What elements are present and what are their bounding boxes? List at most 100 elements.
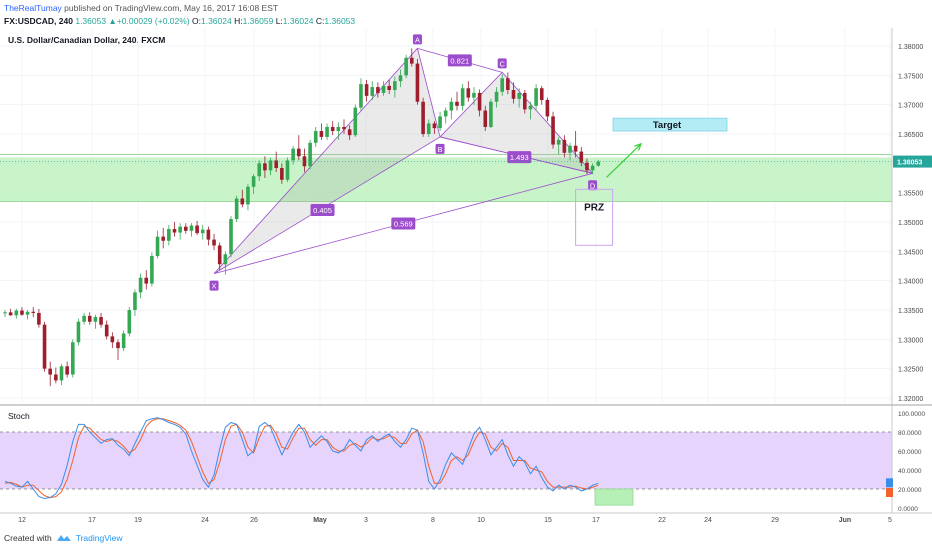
candle-up[interactable] (251, 176, 256, 187)
candle-down[interactable] (240, 198, 245, 205)
candle-up[interactable] (127, 310, 132, 334)
candle-down[interactable] (415, 63, 420, 102)
candle-up[interactable] (133, 292, 137, 310)
candle-down[interactable] (545, 99, 550, 117)
target-box[interactable] (612, 117, 728, 132)
candle-up[interactable] (517, 92, 521, 99)
candle-up[interactable] (121, 333, 126, 349)
candle-down[interactable] (585, 162, 589, 171)
candle-down[interactable] (523, 92, 527, 110)
prz-box[interactable] (575, 188, 614, 246)
candle-up[interactable] (167, 229, 171, 241)
candle-down[interactable] (195, 225, 199, 234)
candle-up[interactable] (257, 163, 262, 177)
main-pane[interactable]: U.S. Dollar/Canadian Dollar, 240, FXCM X… (0, 28, 892, 404)
candle-down[interactable] (302, 156, 307, 167)
candle-down[interactable] (319, 131, 324, 137)
candle-up[interactable] (489, 101, 493, 127)
candle-down[interactable] (364, 84, 369, 96)
candle-up[interactable] (246, 186, 250, 205)
candle-up[interactable] (155, 236, 160, 257)
candle-up[interactable] (393, 81, 397, 90)
candle-down[interactable] (37, 312, 41, 325)
candle-up[interactable] (313, 131, 318, 143)
candle-down[interactable] (104, 324, 109, 337)
candle-up[interactable] (494, 91, 499, 102)
candle-up[interactable] (381, 85, 386, 93)
author-link[interactable]: TheRealTumay (4, 3, 62, 13)
candle-down[interactable] (144, 277, 149, 284)
candle-down[interactable] (330, 126, 335, 132)
candle-down[interactable] (387, 85, 391, 90)
candle-down[interactable] (116, 342, 120, 349)
candle-up[interactable] (223, 254, 228, 265)
candle-up[interactable] (268, 160, 273, 171)
candle-up[interactable] (3, 312, 7, 314)
candle-down[interactable] (297, 148, 301, 157)
candle-down[interactable] (274, 160, 278, 169)
candle-down[interactable] (342, 126, 346, 130)
support-zone[interactable] (0, 157, 892, 202)
candle-down[interactable] (455, 101, 459, 106)
candle-down[interactable] (539, 88, 544, 100)
candle-down[interactable] (206, 229, 211, 240)
candle-up[interactable] (472, 92, 476, 98)
candle-up[interactable] (568, 145, 572, 153)
candle-down[interactable] (573, 145, 578, 152)
candle-up[interactable] (359, 84, 363, 108)
projection-arrow-line[interactable] (606, 143, 642, 178)
candle-up[interactable] (556, 139, 561, 145)
candle-down[interactable] (466, 88, 471, 98)
candle-up[interactable] (285, 160, 290, 180)
candle-down[interactable] (99, 317, 103, 325)
stoch-k-line[interactable] (4, 417, 599, 500)
candle-up[interactable] (291, 148, 295, 161)
candle-up[interactable] (426, 123, 431, 134)
candle-down[interactable] (48, 368, 52, 375)
tradingview-brand[interactable]: TradingView (75, 533, 123, 543)
candle-up[interactable] (308, 142, 312, 167)
candle-down[interactable] (8, 312, 13, 316)
candle-up[interactable] (200, 229, 205, 234)
candle-up[interactable] (590, 165, 595, 171)
candle-up[interactable] (460, 88, 465, 106)
candle-down[interactable] (87, 315, 92, 322)
candle-up[interactable] (59, 366, 64, 381)
candle-down[interactable] (551, 116, 555, 145)
stoch-highlight-box[interactable] (594, 488, 634, 506)
candle-down[interactable] (54, 374, 58, 381)
candle-up[interactable] (138, 277, 143, 293)
candle-up[interactable] (528, 105, 533, 110)
candle-down[interactable] (217, 245, 222, 265)
candle-down[interactable] (184, 226, 188, 231)
candle-up[interactable] (178, 226, 182, 233)
candle-up[interactable] (449, 101, 454, 111)
candle-down[interactable] (280, 168, 284, 180)
candle-up[interactable] (534, 88, 538, 106)
candle-up[interactable] (443, 110, 448, 117)
candle-up[interactable] (370, 87, 375, 96)
candle-down[interactable] (110, 336, 115, 343)
candle-down[interactable] (432, 123, 437, 129)
candle-down[interactable] (20, 310, 24, 315)
candle-down[interactable] (511, 90, 516, 99)
candle-up[interactable] (25, 311, 30, 315)
candle-up[interactable] (229, 219, 233, 255)
price-chart[interactable]: U.S. Dollar/Canadian Dollar, 240, FXCM X… (0, 28, 932, 531)
candle-down[interactable] (172, 229, 177, 233)
candle-up[interactable] (404, 57, 408, 76)
candle-down[interactable] (161, 236, 165, 241)
candle-down[interactable] (483, 110, 488, 127)
candle-up[interactable] (336, 126, 341, 132)
candle-down[interactable] (477, 92, 482, 111)
candle-up[interactable] (14, 310, 19, 316)
candle-down[interactable] (376, 87, 380, 93)
candle-down[interactable] (562, 139, 567, 153)
candle-down[interactable] (347, 129, 352, 136)
candle-up[interactable] (189, 225, 194, 231)
candle-up[interactable] (353, 107, 358, 136)
symbol-label[interactable]: FX:USDCAD, 240 (4, 16, 73, 26)
candle-up[interactable] (325, 126, 329, 137)
candle-down[interactable] (42, 324, 47, 369)
candle-down[interactable] (410, 57, 414, 64)
